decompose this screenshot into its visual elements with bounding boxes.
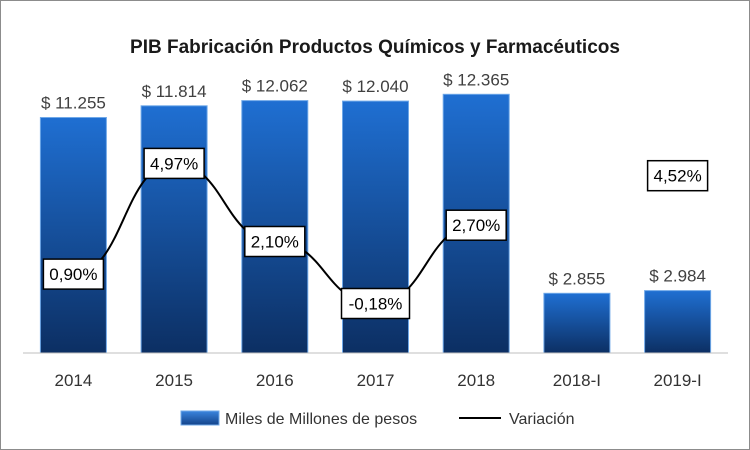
bar-value-label-2016: $ 12.062	[242, 77, 308, 96]
variation-label-box-2018	[445, 209, 507, 241]
variation-label-box-2016	[244, 225, 306, 258]
category-axis: 2014 2015 2016 2017 2018 2018-I 2019-I	[54, 371, 701, 390]
bar-value-label-2019-I: $ 2.984	[649, 267, 706, 286]
variation-label-box-2015	[143, 147, 205, 180]
variation-label-2017: -0,18%	[349, 295, 403, 314]
category-label-2019-I: 2019-I	[653, 371, 701, 390]
variation-label-2019-I: 4,52%	[653, 167, 701, 186]
category-label-2014: 2014	[54, 371, 92, 390]
legend-swatch-bar	[180, 410, 220, 426]
category-label-2016: 2016	[256, 371, 294, 390]
category-label-2018-I: 2018-I	[553, 371, 601, 390]
bar-value-label-2018-I: $ 2.855	[549, 269, 606, 288]
legend-label-bar: Miles de Millones de pesos	[225, 411, 417, 428]
legend-label-line: Variación	[509, 411, 575, 428]
bar-2014	[39, 117, 107, 354]
legend: Miles de Millones de pesos Variación	[180, 410, 575, 428]
category-label-2017: 2017	[357, 371, 395, 390]
variation-label-box-2017	[340, 287, 411, 320]
variation-label-box-2019-I	[646, 159, 709, 192]
bar-value-label-2015: $ 11.814	[142, 82, 207, 101]
bar-2015	[140, 105, 208, 354]
chart-title: PIB Fabricación Productos Químicos y Far…	[130, 37, 620, 58]
bar-value-label-2017: $ 12.040	[342, 77, 408, 96]
bar-2018-I	[543, 292, 611, 354]
bar-2019-I	[644, 290, 712, 354]
variation-label-2018: 2,70%	[452, 216, 500, 235]
bar-value-label-2018: $ 12.365	[443, 70, 509, 89]
variation-label-box-2014	[42, 258, 105, 290]
category-label-2015: 2015	[155, 371, 193, 390]
variation-label-2015: 4,97%	[150, 154, 198, 173]
variation-label-2014: 0,90%	[49, 265, 97, 284]
variation-label-2016: 2,10%	[251, 233, 299, 252]
variation-line-layer: 0,90% 4,97% 2,10% -0,18% 2,70% 4,52%	[42, 147, 709, 320]
bar-value-label-2014: $ 11.255	[41, 94, 106, 113]
category-label-2018: 2018	[457, 371, 495, 390]
